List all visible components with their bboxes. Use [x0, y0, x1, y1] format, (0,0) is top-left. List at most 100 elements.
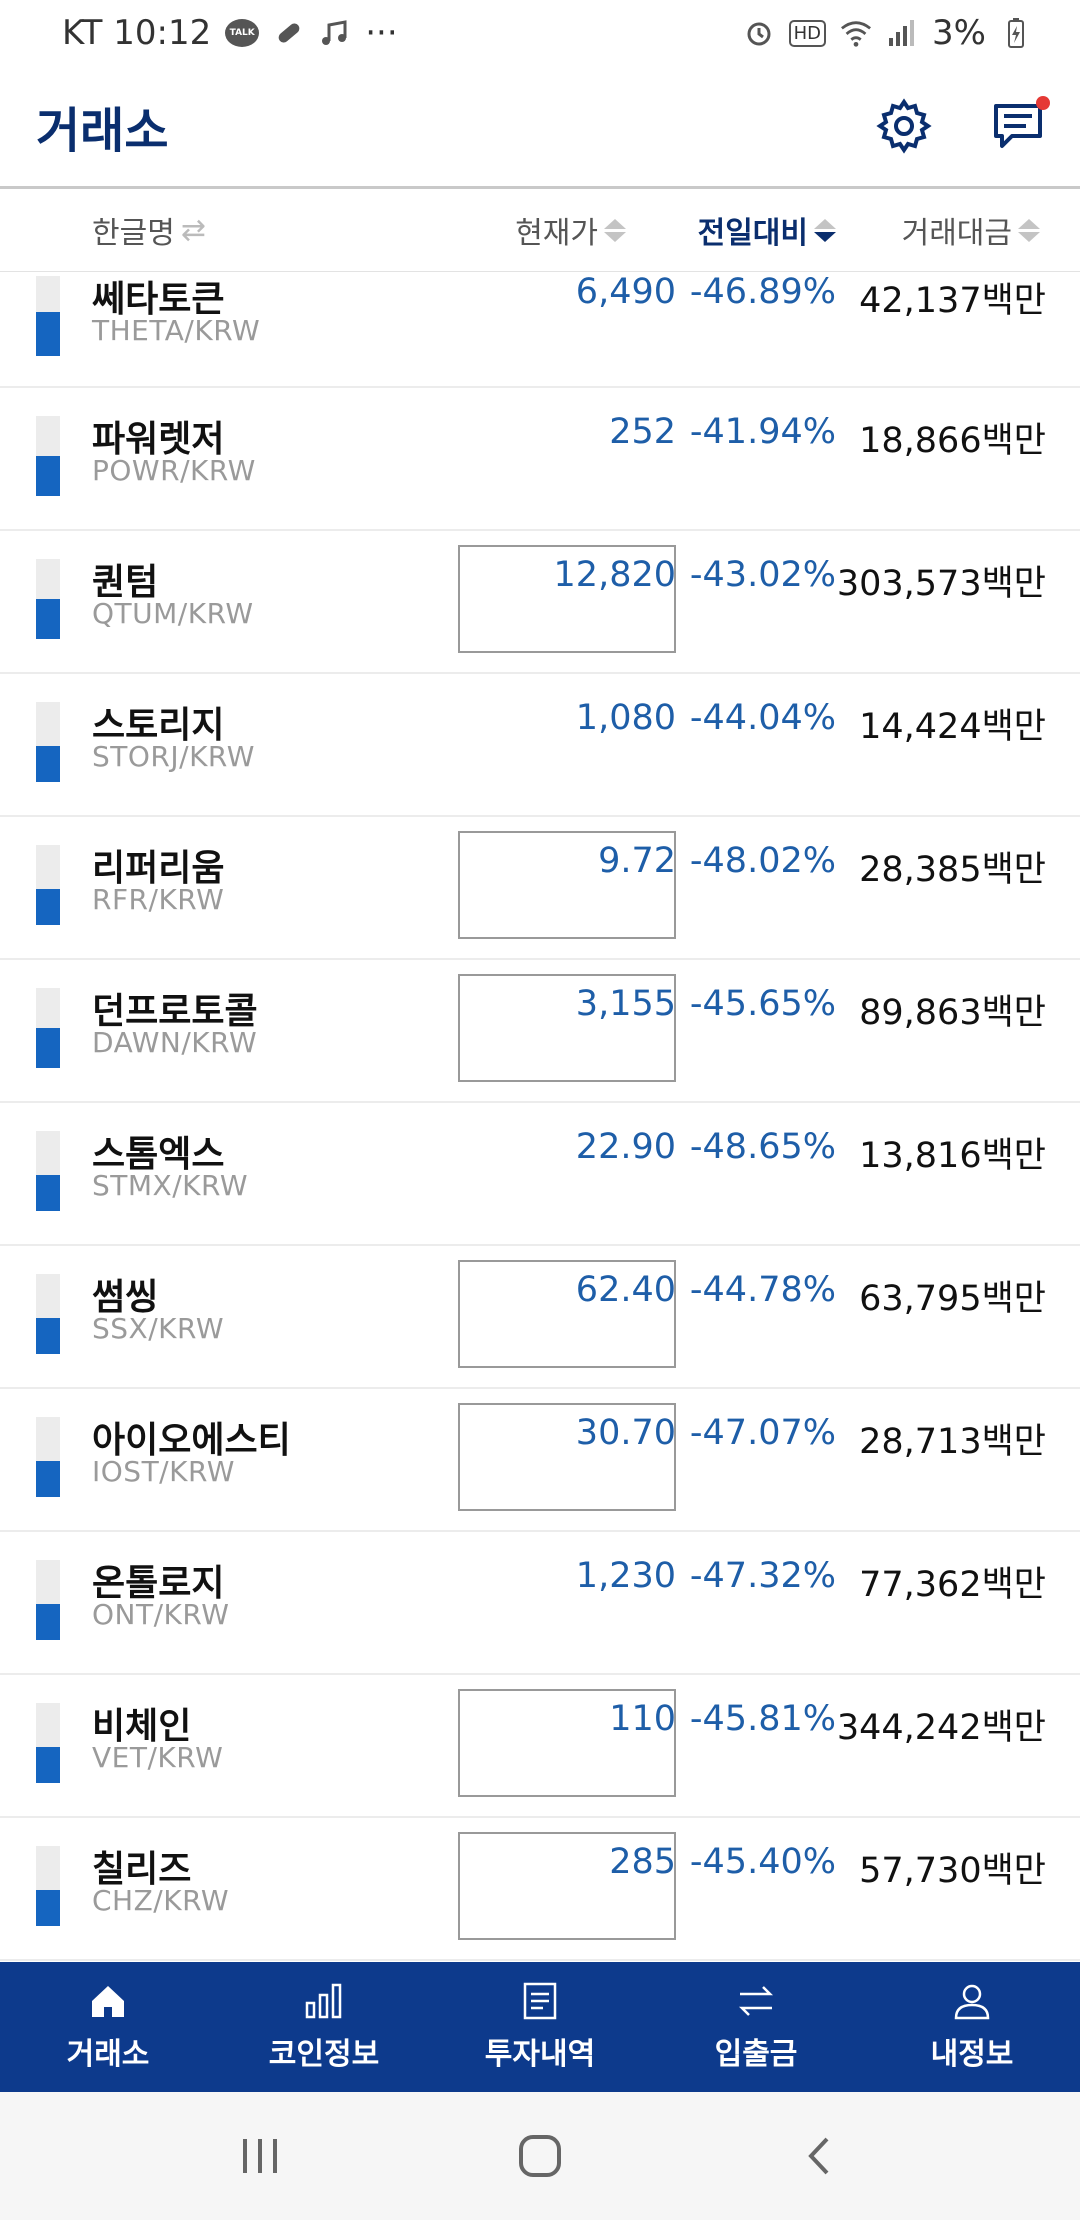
- sort-by-price[interactable]: 현재가: [515, 208, 626, 252]
- volume-bar-fill: [36, 1747, 60, 1783]
- volume-bar: [36, 1131, 60, 1211]
- coin-pair: RFR/KRW: [92, 883, 225, 916]
- volume-bar: [36, 1417, 60, 1497]
- document-icon: [520, 1981, 560, 2021]
- coin-pair: THETA/KRW: [92, 314, 261, 347]
- volume-bar-fill: [36, 746, 60, 782]
- coin-pair: VET/KRW: [92, 1741, 224, 1774]
- sort-by-volume[interactable]: 거래대금: [902, 208, 1040, 252]
- coin-pair: SSX/KRW: [92, 1312, 225, 1345]
- sort-descending-icon: [814, 218, 836, 242]
- coin-name: 리퍼리움: [92, 848, 225, 889]
- pill-icon: [273, 17, 305, 49]
- volume-bar-fill: [36, 1175, 60, 1211]
- chat-icon: [994, 104, 1042, 148]
- signal-icon: [886, 17, 918, 49]
- coin-list[interactable]: 쎄타토큰 THETA/KRW 6,490 -46.89% 42,137백만 파워렛저 POW…: [0, 272, 1080, 1962]
- coin-row[interactable]: 썸씽 SSX/KRW 62.40 -44.78% 63,795백만: [0, 1246, 1080, 1389]
- coin-volume: 63,795백만: [859, 1279, 1046, 1319]
- nav-exchange[interactable]: 거래소: [0, 1962, 216, 2092]
- back-button[interactable]: [780, 2116, 860, 2196]
- volume-bar-fill: [36, 1028, 60, 1068]
- coin-row[interactable]: 쎄타토큰 THETA/KRW 6,490 -46.89% 42,137백만: [0, 272, 1080, 388]
- nav-my-info[interactable]: 내정보: [864, 1962, 1080, 2092]
- nav-investments[interactable]: 투자내역: [432, 1962, 648, 2092]
- bottom-navigation: 거래소 코인정보 투자내역 입출금 내정보: [0, 1962, 1080, 2092]
- coin-volume: 89,863백만: [859, 993, 1046, 1033]
- volume-bar: [36, 988, 60, 1068]
- coin-change: -46.89%: [689, 272, 836, 312]
- coin-name: 비체인: [92, 1706, 192, 1747]
- coin-name: 썸씽: [92, 1277, 159, 1318]
- volume-bar: [36, 559, 60, 639]
- coin-pair: POWR/KRW: [92, 454, 256, 487]
- coin-pair: QTUM/KRW: [92, 597, 254, 630]
- coin-row[interactable]: 온톨로지 ONT/KRW 1,230 -47.32% 77,362백만: [0, 1532, 1080, 1675]
- volume-bar: [36, 1846, 60, 1926]
- coin-change: -44.78%: [689, 1270, 836, 1310]
- home-button[interactable]: [500, 2116, 580, 2196]
- volume-bar: [36, 1274, 60, 1354]
- nav-label: 투자내역: [484, 2037, 596, 2072]
- volume-bar-fill: [36, 1461, 60, 1497]
- coin-change: -45.65%: [689, 984, 836, 1024]
- messages-button[interactable]: [988, 96, 1050, 156]
- nav-coin-info[interactable]: 코인정보: [216, 1962, 432, 2092]
- volume-bar: [36, 845, 60, 925]
- coin-volume: 28,713백만: [859, 1422, 1046, 1462]
- coin-price: 9.72: [598, 841, 676, 881]
- coin-volume: 77,362백만: [859, 1565, 1046, 1605]
- settings-button[interactable]: [874, 96, 934, 156]
- coin-change: -47.32%: [689, 1556, 836, 1596]
- coin-row[interactable]: 리퍼리움 RFR/KRW 9.72 -48.02% 28,385백만: [0, 817, 1080, 960]
- volume-bar-fill: [36, 889, 60, 925]
- price-highlight-box: [458, 974, 676, 1082]
- sort-arrows-icon: [604, 218, 626, 242]
- volume-bar: [36, 1703, 60, 1783]
- coin-volume: 18,866백만: [859, 421, 1046, 461]
- carrier-time: KT 10:12: [62, 13, 212, 53]
- volume-bar: [36, 1560, 60, 1640]
- coin-change: -48.65%: [689, 1127, 836, 1167]
- volume-bar-fill: [36, 1318, 60, 1354]
- coin-name: 던프로토콜: [92, 991, 258, 1032]
- page-title: 거래소: [36, 103, 169, 159]
- coin-name: 스토리지: [92, 705, 225, 746]
- coin-change: -43.02%: [689, 555, 836, 595]
- coin-row[interactable]: 스토리지 STORJ/KRW 1,080 -44.04% 14,424백만: [0, 674, 1080, 817]
- sort-by-change[interactable]: 전일대비: [698, 208, 836, 252]
- coin-row[interactable]: 아이오에스티 IOST/KRW 30.70 -47.07% 28,713백만: [0, 1389, 1080, 1532]
- coin-change: -41.94%: [689, 412, 836, 452]
- coin-row[interactable]: 파워렛저 POWR/KRW 252 -41.94% 18,866백만: [0, 388, 1080, 531]
- coin-pair: IOST/KRW: [92, 1455, 235, 1488]
- coin-pair: ONT/KRW: [92, 1598, 230, 1631]
- nav-deposit-withdraw[interactable]: 입출금: [648, 1962, 864, 2092]
- price-highlight-box: [458, 1260, 676, 1368]
- home-icon: [88, 1981, 128, 2021]
- battery-charging-icon: [1000, 17, 1032, 49]
- coin-volume: 14,424백만: [859, 707, 1046, 747]
- column-header: 한글명 ⇄ 현재가 전일대비 거래대금: [0, 186, 1080, 272]
- coin-row[interactable]: 퀀텀 QTUM/KRW 12,820 -43.02% 303,573백만: [0, 531, 1080, 674]
- coin-row[interactable]: 비체인 VET/KRW 110 -45.81% 344,242백만: [0, 1675, 1080, 1818]
- coin-name: 칠리즈: [92, 1849, 192, 1890]
- coin-price: 252: [609, 412, 676, 452]
- back-chevron-icon: [808, 2137, 829, 2175]
- hd-badge: HD: [788, 19, 827, 47]
- sort-arrows-icon: [1018, 218, 1040, 242]
- coin-change: -45.81%: [689, 1699, 836, 1739]
- recent-apps-button[interactable]: [220, 2116, 300, 2196]
- price-highlight-box: [458, 1832, 676, 1940]
- coin-name: 퀀텀: [92, 562, 159, 603]
- kakaotalk-icon: TALK: [225, 19, 260, 47]
- sort-by-name[interactable]: 한글명 ⇄: [92, 208, 206, 252]
- alarm-icon: [743, 17, 775, 49]
- coin-pair: DAWN/KRW: [92, 1026, 258, 1059]
- coin-row[interactable]: 칠리즈 CHZ/KRW 285 -45.40% 57,730백만: [0, 1818, 1080, 1961]
- coin-row[interactable]: 던프로토콜 DAWN/KRW 3,155 -45.65% 89,863백만: [0, 960, 1080, 1103]
- coin-row[interactable]: 스톰엑스 STMX/KRW 22.90 -48.65% 13,816백만: [0, 1103, 1080, 1246]
- nav-label: 거래소: [66, 2037, 150, 2072]
- coin-name: 아이오에스티: [92, 1420, 291, 1461]
- more-notifications-icon: ···: [365, 13, 398, 53]
- coin-price: 22.90: [575, 1127, 676, 1167]
